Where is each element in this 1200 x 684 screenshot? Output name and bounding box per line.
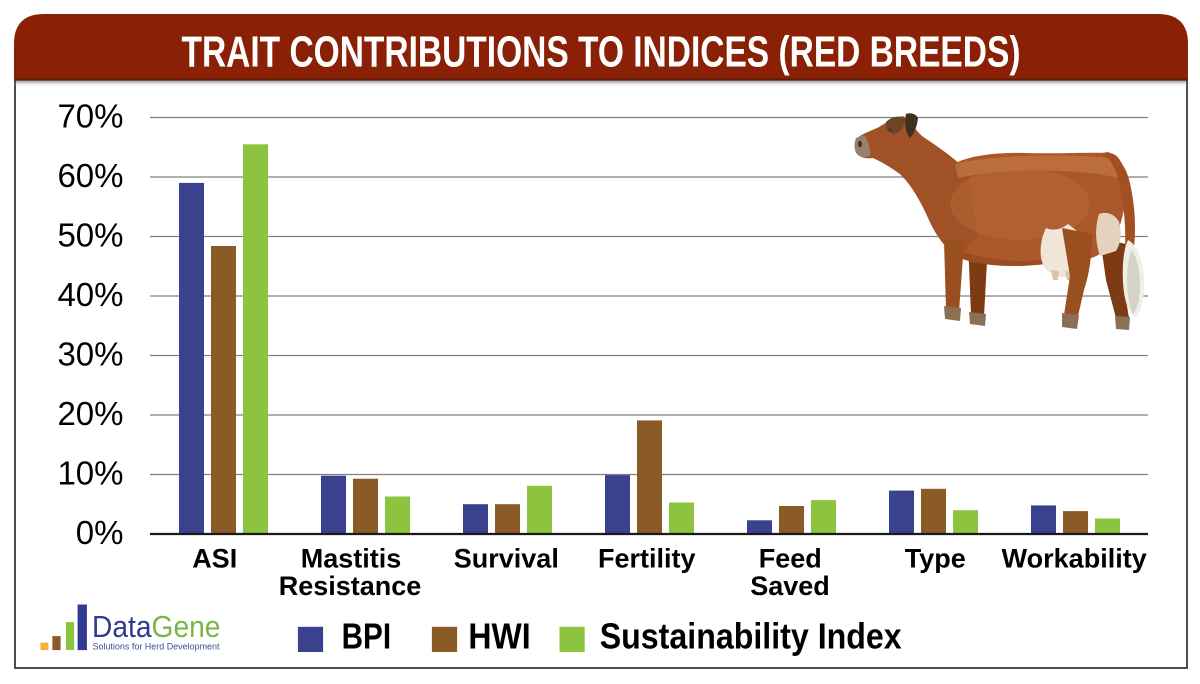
svg-text:Fertility: Fertility bbox=[598, 544, 696, 574]
svg-text:Mastitis: Mastitis bbox=[301, 544, 402, 574]
svg-text:10%: 10% bbox=[57, 455, 123, 492]
svg-text:30%: 30% bbox=[57, 336, 123, 373]
svg-text:BPI: BPI bbox=[342, 615, 392, 656]
svg-text:Type: Type bbox=[905, 544, 966, 574]
svg-text:Survival: Survival bbox=[454, 544, 559, 574]
svg-text:HWI: HWI bbox=[468, 615, 530, 656]
svg-text:TRAIT CONTRIBUTIONS TO INDICES: TRAIT CONTRIBUTIONS TO INDICES (RED BREE… bbox=[182, 28, 1021, 76]
svg-text:DataGene: DataGene bbox=[92, 610, 221, 644]
svg-text:Saved: Saved bbox=[750, 571, 830, 601]
svg-text:70%: 70% bbox=[57, 98, 123, 135]
svg-text:Feed: Feed bbox=[759, 544, 822, 574]
svg-text:Workability: Workability bbox=[1002, 544, 1147, 574]
svg-text:ASI: ASI bbox=[192, 544, 237, 574]
svg-text:Resistance: Resistance bbox=[279, 571, 422, 601]
svg-text:60%: 60% bbox=[57, 157, 123, 194]
svg-text:Sustainability Index: Sustainability Index bbox=[600, 615, 902, 656]
svg-text:50%: 50% bbox=[57, 217, 123, 254]
svg-text:20%: 20% bbox=[57, 395, 123, 432]
svg-text:40%: 40% bbox=[57, 276, 123, 313]
svg-text:Solutions for Herd Development: Solutions for Herd Development bbox=[93, 642, 220, 653]
svg-text:0%: 0% bbox=[76, 514, 124, 551]
